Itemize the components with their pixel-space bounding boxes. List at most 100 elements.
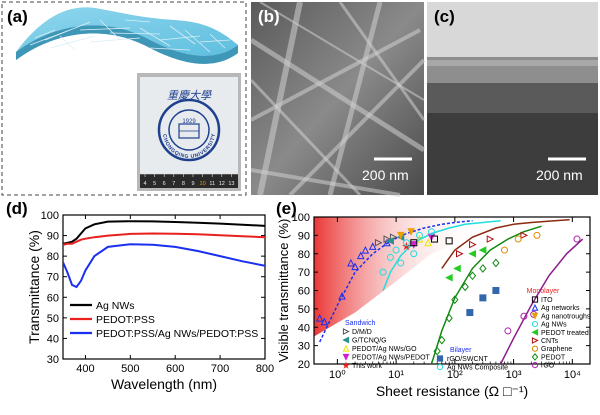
y-tick-label-d: 60 xyxy=(47,292,59,304)
legend-marker-e xyxy=(531,337,539,344)
legend-label-e: This work xyxy=(352,363,382,370)
ruler-number: 5 xyxy=(153,181,156,187)
legend-marker-e xyxy=(342,344,350,352)
data-point-ag-networks xyxy=(347,258,355,267)
x-tick-label-d: 500 xyxy=(121,363,139,375)
data-point-graphene xyxy=(500,246,508,254)
data-point-ito xyxy=(430,235,438,243)
panel-e-label: (e) xyxy=(276,199,297,218)
legend-marker-e xyxy=(436,355,444,362)
y-tick-label-d: 90 xyxy=(47,231,59,243)
legend-marker-e xyxy=(342,361,350,369)
data-point-ag-nanotroughs xyxy=(407,228,415,236)
legend-label-e: rGO xyxy=(541,363,555,370)
data-point-pedot xyxy=(433,346,441,356)
panel-c-label: (c) xyxy=(434,7,455,26)
legend-label-e: G/TCNQ/G xyxy=(352,338,387,345)
x-tick-label-e: 10¹ xyxy=(388,369,404,381)
data-point-ag-networks xyxy=(351,262,359,271)
panel-c: (c) 200 nm xyxy=(427,2,598,195)
legend-marker-e xyxy=(531,303,539,311)
y-axis-title-d: Transmittance (%) xyxy=(26,230,42,344)
data-point-cnts xyxy=(486,235,495,243)
scale-label-b: 200 nm xyxy=(362,167,409,183)
ruler-number: 9 xyxy=(191,181,194,187)
fit-curve-cyan xyxy=(382,219,501,291)
data-point-ito xyxy=(410,239,418,247)
y-tick-label-e: 30 xyxy=(298,341,310,353)
data-point-pedot xyxy=(468,271,477,281)
data-point-ag-networks xyxy=(315,313,324,322)
legend-label-e: PEDOT/Ag NWs/PEDOT xyxy=(352,355,431,362)
data-point-rgo-swcnt xyxy=(479,294,487,302)
panel-b-label: (b) xyxy=(258,7,280,26)
panel-e-chart: (e) 20 30 40 50 60 70 80 90 100 10⁰ 10¹ 10² 10³ 10⁴ Sh… xyxy=(276,199,591,399)
x-axis-title-d: Wavelength (nm) xyxy=(111,376,217,392)
data-point-cnts xyxy=(469,240,477,249)
legend-marker-e xyxy=(531,328,539,336)
fit-curve-green xyxy=(430,225,542,364)
ruler-number: 8 xyxy=(182,181,185,187)
flexible-film-illustration xyxy=(16,7,238,64)
data-point-graphene xyxy=(514,235,522,243)
ruler-number: 6 xyxy=(163,181,166,187)
x-tick-label-e: 10⁴ xyxy=(564,369,581,381)
data-point-cnts xyxy=(520,231,529,240)
x-tick-label-d: 600 xyxy=(166,363,184,375)
data-point-graphene xyxy=(533,231,541,239)
data-point-g-tcnq-g xyxy=(386,237,394,245)
legend-label-e: Ag NWs xyxy=(541,322,567,329)
legend-group-title-monolayer: Monolayer xyxy=(527,288,560,295)
legend-label-e: Ag networks xyxy=(541,305,580,312)
data-point-rgo xyxy=(573,235,581,243)
y-tick-label-e: 100 xyxy=(292,212,310,224)
x-tick-label-e: 10² xyxy=(447,369,463,381)
y-tick-label-d: 50 xyxy=(47,313,59,325)
data-point-ag-nws xyxy=(386,253,394,261)
legend-label-d: PEDOT:PSS xyxy=(96,314,155,326)
ruler xyxy=(140,174,238,188)
legend-label-d: PEDOT:PSS/Ag NWs/PEDOT:PSS xyxy=(96,328,258,340)
data-point-pedot-ag-nws-go xyxy=(415,234,424,243)
y-tick-label-e: 40 xyxy=(298,322,310,334)
data-point-ag-nws-composite xyxy=(410,250,418,258)
y-tick-label-d: 30 xyxy=(47,354,59,366)
red-gradient-area xyxy=(314,217,483,337)
ruler-number: 7 xyxy=(172,181,175,187)
x-tick-label-e: 10³ xyxy=(506,369,522,381)
legend-marker-e xyxy=(531,312,539,320)
y-tick-label-e: 70 xyxy=(298,267,310,279)
plot-frame-d xyxy=(62,214,266,360)
data-point-ag-nanotroughs xyxy=(396,231,405,240)
legend-marker-e xyxy=(531,321,539,328)
series-line-ag-nws xyxy=(63,220,265,245)
data-point-pedot-treated xyxy=(445,273,453,282)
legend-marker-e xyxy=(342,336,350,344)
seal-year: 1929 xyxy=(182,119,196,125)
data-point-cnts xyxy=(455,249,464,258)
scale-label-c: 200 nm xyxy=(536,167,583,183)
ruler-number: 10 xyxy=(200,181,206,187)
legend-group-title-bilayer: Bilayer xyxy=(450,347,472,354)
legend-label-e: Ag nanotroughs xyxy=(541,313,591,320)
legend-label-e: PEDOT treated xyxy=(541,330,589,337)
ruler-number: 13 xyxy=(228,181,234,187)
y-tick-label-e: 50 xyxy=(298,304,310,316)
panel-d-label: (d) xyxy=(6,199,28,218)
y-tick-label-e: 80 xyxy=(298,249,310,261)
data-point-ag-networks xyxy=(356,251,365,260)
ruler-number: 4 xyxy=(143,181,146,187)
y-tick-label-d: 80 xyxy=(47,251,59,263)
data-point-rgo-swcnt xyxy=(466,309,474,317)
panel-a: (a) 4 5 6 7 8 9 10 11 12 13 xyxy=(1,1,247,196)
data-point-ito xyxy=(445,237,453,245)
data-point-pedot xyxy=(451,295,459,305)
data-point-d-m-d xyxy=(374,238,383,247)
legend-label-e: ITO xyxy=(541,297,553,304)
legend-label-e: D/M/D xyxy=(352,329,372,336)
legend-marker-e xyxy=(531,352,539,361)
data-point-rgo xyxy=(504,327,512,335)
y-tick-label-d: 70 xyxy=(47,272,59,284)
data-point-pedot-ag-nws-go xyxy=(424,238,432,247)
fit-curve-brown xyxy=(441,219,570,269)
